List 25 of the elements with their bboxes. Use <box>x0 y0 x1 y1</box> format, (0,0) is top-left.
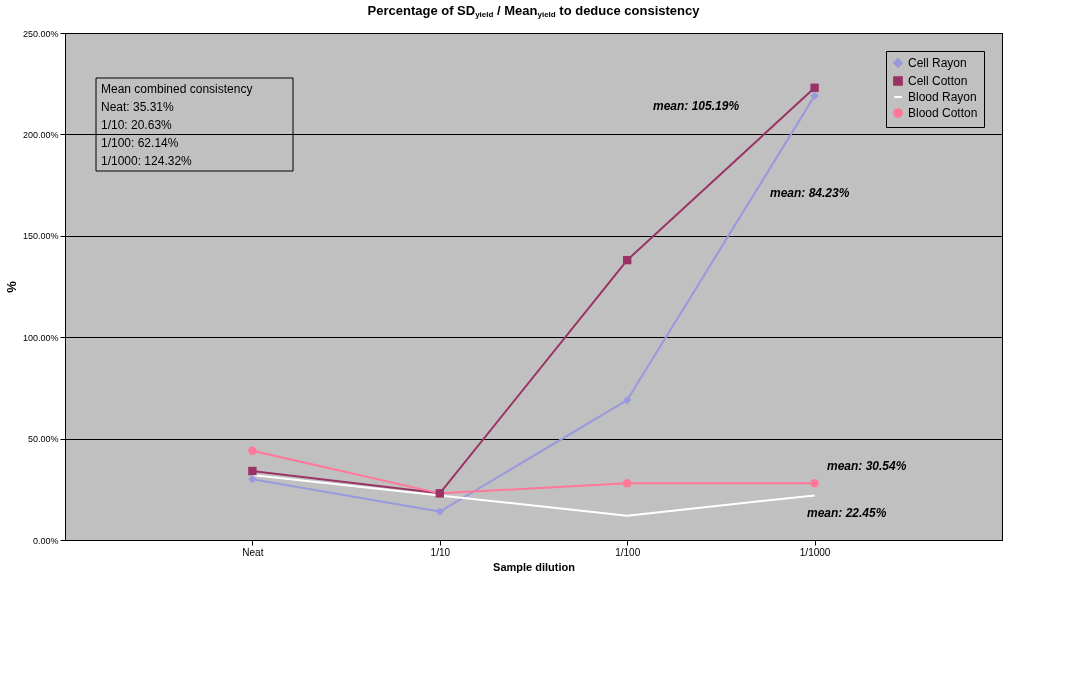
y-tick-label: 0.00% <box>32 535 59 546</box>
legend-label: Blood Rayon <box>908 90 977 104</box>
legend-label: Cell Cotton <box>908 74 968 88</box>
legend-label: Blood Cotton <box>908 106 978 120</box>
y-tick-label: 100.00% <box>22 332 59 343</box>
y-axis-title: % <box>3 280 19 293</box>
legend-label: Cell Rayon <box>908 56 967 70</box>
y-tick-label: 50.00% <box>27 434 59 445</box>
x-tick-label: 1/10 <box>430 546 451 558</box>
annotation: 1/1000: 124.32% <box>101 154 193 168</box>
y-tick-label: 250.00% <box>22 28 59 39</box>
annotation: 1/100: 62.14% <box>101 136 179 150</box>
y-tick-label: 200.00% <box>22 129 59 140</box>
annotation: 1/10: 20.63% <box>101 118 173 132</box>
y-tick-label: 150.00% <box>22 231 59 242</box>
annotation: Neat: 35.31% <box>101 100 175 114</box>
x-tick-label: 1/100 <box>615 546 641 558</box>
x-axis-title: Sample dilution <box>493 560 576 573</box>
annotation: mean: 105.19% <box>653 99 740 113</box>
x-tick-label: Neat <box>242 546 264 558</box>
annotation: Mean combined consistency <box>101 82 253 96</box>
x-tick-label: 1/1000 <box>799 546 831 558</box>
annotation: mean: 84.23% <box>770 186 850 200</box>
annotation: mean: 22.45% <box>807 506 887 520</box>
annotation: mean: 30.54% <box>827 459 907 473</box>
